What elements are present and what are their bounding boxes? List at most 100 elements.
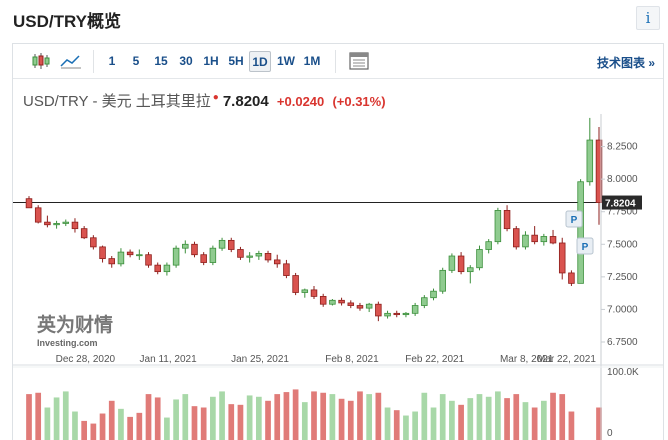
- volume-bar: [439, 394, 446, 440]
- candle-body[interactable]: [421, 297, 428, 306]
- volume-bar: [35, 392, 42, 440]
- candle-body[interactable]: [25, 198, 33, 209]
- candle-body[interactable]: [34, 207, 42, 223]
- table-icon[interactable]: [347, 50, 371, 72]
- candle-body[interactable]: [384, 312, 391, 317]
- candle-body[interactable]: [154, 264, 161, 273]
- candle-body[interactable]: [255, 253, 263, 257]
- volume-bar: [449, 400, 455, 440]
- candle-body[interactable]: [136, 254, 143, 257]
- candle-body[interactable]: [457, 255, 465, 273]
- interval-1h-button[interactable]: 1H: [203, 54, 219, 68]
- interval-1d-button[interactable]: 1D: [249, 51, 271, 72]
- candle-body[interactable]: [126, 251, 134, 256]
- candle-body[interactable]: [310, 289, 318, 297]
- candle-body[interactable]: [595, 139, 603, 203]
- interval-1m-button[interactable]: 1: [108, 54, 116, 68]
- candle-body[interactable]: [365, 303, 373, 309]
- candle-body[interactable]: [237, 249, 244, 258]
- candle-body[interactable]: [476, 249, 483, 269]
- volume-bar: [403, 415, 409, 440]
- candle-body[interactable]: [319, 295, 327, 305]
- volume-bar: [145, 394, 152, 440]
- candle-body[interactable]: [522, 234, 529, 248]
- candle-body[interactable]: [200, 254, 207, 263]
- interval-1mo-button[interactable]: 1M: [303, 54, 321, 68]
- candle-body[interactable]: [513, 228, 520, 248]
- candle-body[interactable]: [209, 247, 217, 263]
- candle-body[interactable]: [347, 302, 355, 306]
- candle-body[interactable]: [558, 242, 566, 274]
- interval-5m-button[interactable]: 5: [132, 54, 140, 68]
- candle-body[interactable]: [577, 181, 584, 284]
- candle-body[interactable]: [62, 221, 70, 224]
- candle-body[interactable]: [228, 239, 235, 250]
- candle-body[interactable]: [301, 289, 309, 293]
- candle-body[interactable]: [494, 210, 502, 243]
- candle-body[interactable]: [172, 247, 180, 266]
- volume-bar: [99, 413, 106, 440]
- candle-body[interactable]: [448, 255, 456, 271]
- candle-body[interactable]: [531, 234, 538, 243]
- price-chart[interactable]: 英为财情 Investing.com P P 8.2500 8.0000 7.7500…: [13, 44, 663, 440]
- candle-body[interactable]: [329, 299, 336, 305]
- candle-body[interactable]: [485, 241, 492, 250]
- y-tick-label: 7.7500: [607, 207, 638, 218]
- technical-chart-link[interactable]: 技术图表 »: [596, 56, 655, 70]
- candle-body[interactable]: [90, 237, 97, 248]
- candle-body[interactable]: [375, 303, 382, 317]
- candle-body[interactable]: [540, 236, 548, 243]
- candle-body[interactable]: [292, 275, 299, 293]
- candle-body[interactable]: [108, 258, 115, 265]
- candlestick-icon[interactable]: [29, 50, 53, 72]
- candle-body[interactable]: [356, 305, 364, 309]
- candle-body[interactable]: [80, 228, 88, 239]
- candle-body[interactable]: [568, 272, 575, 284]
- info-icon[interactable]: i: [636, 6, 660, 30]
- volume-bar: [237, 404, 244, 440]
- candle-body[interactable]: [182, 243, 189, 249]
- candle-body[interactable]: [44, 221, 51, 226]
- volume-bar: [504, 398, 510, 440]
- current-price-tag: [602, 195, 642, 210]
- interval-1w-button[interactable]: 1W: [277, 54, 295, 68]
- volume-bar: [210, 396, 216, 440]
- area-chart-icon[interactable]: [59, 50, 83, 72]
- event-marker[interactable]: [565, 210, 583, 228]
- candle-body[interactable]: [338, 299, 345, 304]
- interval-15m-button[interactable]: 15: [154, 54, 168, 68]
- candle-body[interactable]: [467, 267, 474, 273]
- candle-body[interactable]: [163, 264, 171, 273]
- candle-body[interactable]: [264, 253, 272, 261]
- candle-body[interactable]: [411, 305, 419, 314]
- candle-body[interactable]: [191, 243, 198, 256]
- candle-body[interactable]: [402, 312, 410, 316]
- volume-bar: [311, 391, 317, 440]
- candle-body[interactable]: [393, 312, 400, 316]
- interval-5h-button[interactable]: 5H: [228, 54, 244, 68]
- candle-body[interactable]: [99, 246, 106, 260]
- volume-bar: [228, 404, 235, 440]
- candle-body[interactable]: [246, 255, 253, 258]
- price-change-percent: (+0.31%): [332, 94, 386, 109]
- candle-body[interactable]: [549, 236, 557, 244]
- volume-bar: [136, 412, 143, 440]
- volume-bar: [540, 400, 547, 440]
- volume-bar: [182, 394, 189, 440]
- candle-body[interactable]: [71, 221, 79, 230]
- volume-bar: [173, 399, 179, 440]
- interval-30m-button[interactable]: 30: [179, 54, 193, 68]
- candle-body[interactable]: [218, 239, 226, 249]
- candle-body[interactable]: [439, 269, 446, 292]
- event-marker[interactable]: [576, 237, 594, 255]
- candle-body[interactable]: [430, 290, 437, 299]
- volume-bar: [72, 411, 78, 440]
- candle-body[interactable]: [283, 263, 290, 276]
- candle-body[interactable]: [273, 259, 281, 265]
- current-price-label: 7.8204: [605, 199, 636, 210]
- candle-body[interactable]: [145, 254, 152, 266]
- candle-body[interactable]: [53, 223, 60, 226]
- candle-body[interactable]: [117, 251, 125, 265]
- candle-body[interactable]: [503, 210, 511, 230]
- candle-body[interactable]: [586, 139, 594, 183]
